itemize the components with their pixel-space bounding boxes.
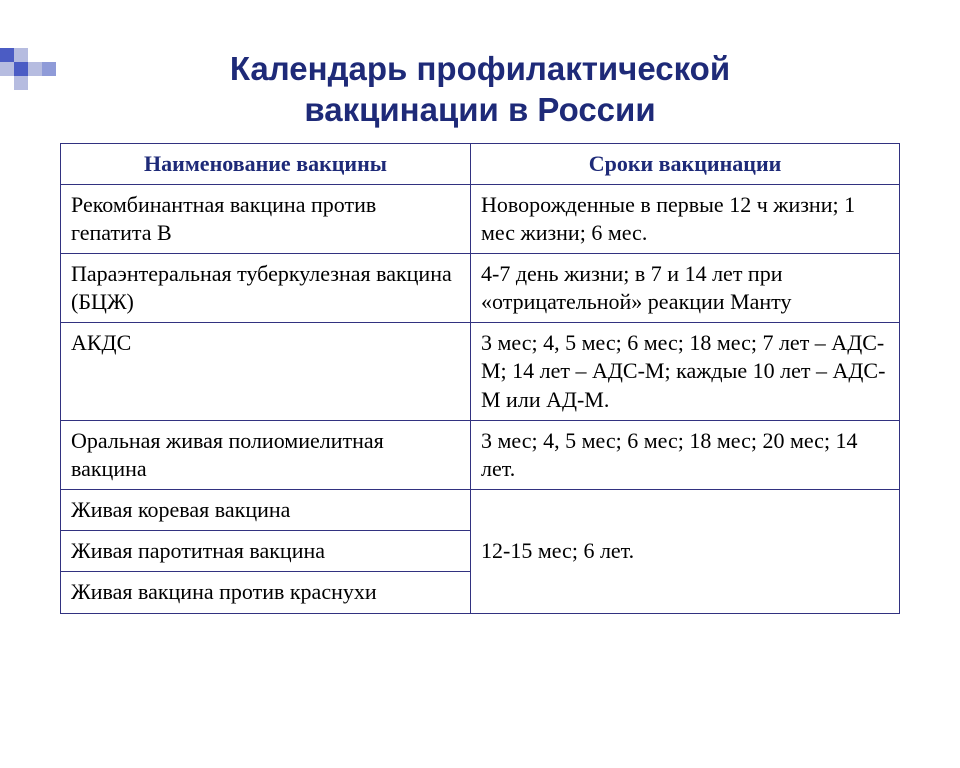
col-header-schedule: Сроки вакцинации <box>471 143 900 184</box>
cell-name: Живая коревая вакцина <box>61 490 471 531</box>
table-row: Параэнтеральная туберкулезная вакцина (Б… <box>61 253 900 322</box>
title-line-1: Календарь профилактической <box>230 50 730 87</box>
cell-schedule: 3 мес; 4, 5 мес; 6 мес; 18 мес; 7 лет – … <box>471 323 900 420</box>
title-line-2: вакцинации в России <box>304 91 655 128</box>
cell-name: АКДС <box>61 323 471 420</box>
cell-name: Живая паротитная вакцина <box>61 531 471 572</box>
page-title: Календарь профилактической вакцинации в … <box>0 48 960 131</box>
cell-schedule: 4-7 день жизни; в 7 и 14 лет при «отрица… <box>471 253 900 322</box>
vaccination-table: Наименование вакцины Сроки вакцинации Ре… <box>60 143 900 614</box>
table-row: Живая коревая вакцина 12-15 мес; 6 лет. <box>61 490 900 531</box>
table-row: Оральная живая полиомиелитная вакцина 3 … <box>61 420 900 489</box>
cell-schedule: Новорожденные в первые 12 ч жизни; 1 мес… <box>471 184 900 253</box>
cell-schedule-merged: 12-15 мес; 6 лет. <box>471 490 900 613</box>
table-header-row: Наименование вакцины Сроки вакцинации <box>61 143 900 184</box>
content-area: Наименование вакцины Сроки вакцинации Ре… <box>0 143 960 614</box>
col-header-name: Наименование вакцины <box>61 143 471 184</box>
table-row: Рекомбинантная вакцина против гепатита В… <box>61 184 900 253</box>
cell-name: Оральная живая полиомиелитная вакцина <box>61 420 471 489</box>
cell-name: Рекомбинантная вакцина против гепатита В <box>61 184 471 253</box>
table-row: АКДС 3 мес; 4, 5 мес; 6 мес; 18 мес; 7 л… <box>61 323 900 420</box>
cell-schedule: 3 мес; 4, 5 мес; 6 мес; 18 мес; 20 мес; … <box>471 420 900 489</box>
cell-name: Живая вакцина против краснухи <box>61 572 471 613</box>
cell-name: Параэнтеральная туберкулезная вакцина (Б… <box>61 253 471 322</box>
